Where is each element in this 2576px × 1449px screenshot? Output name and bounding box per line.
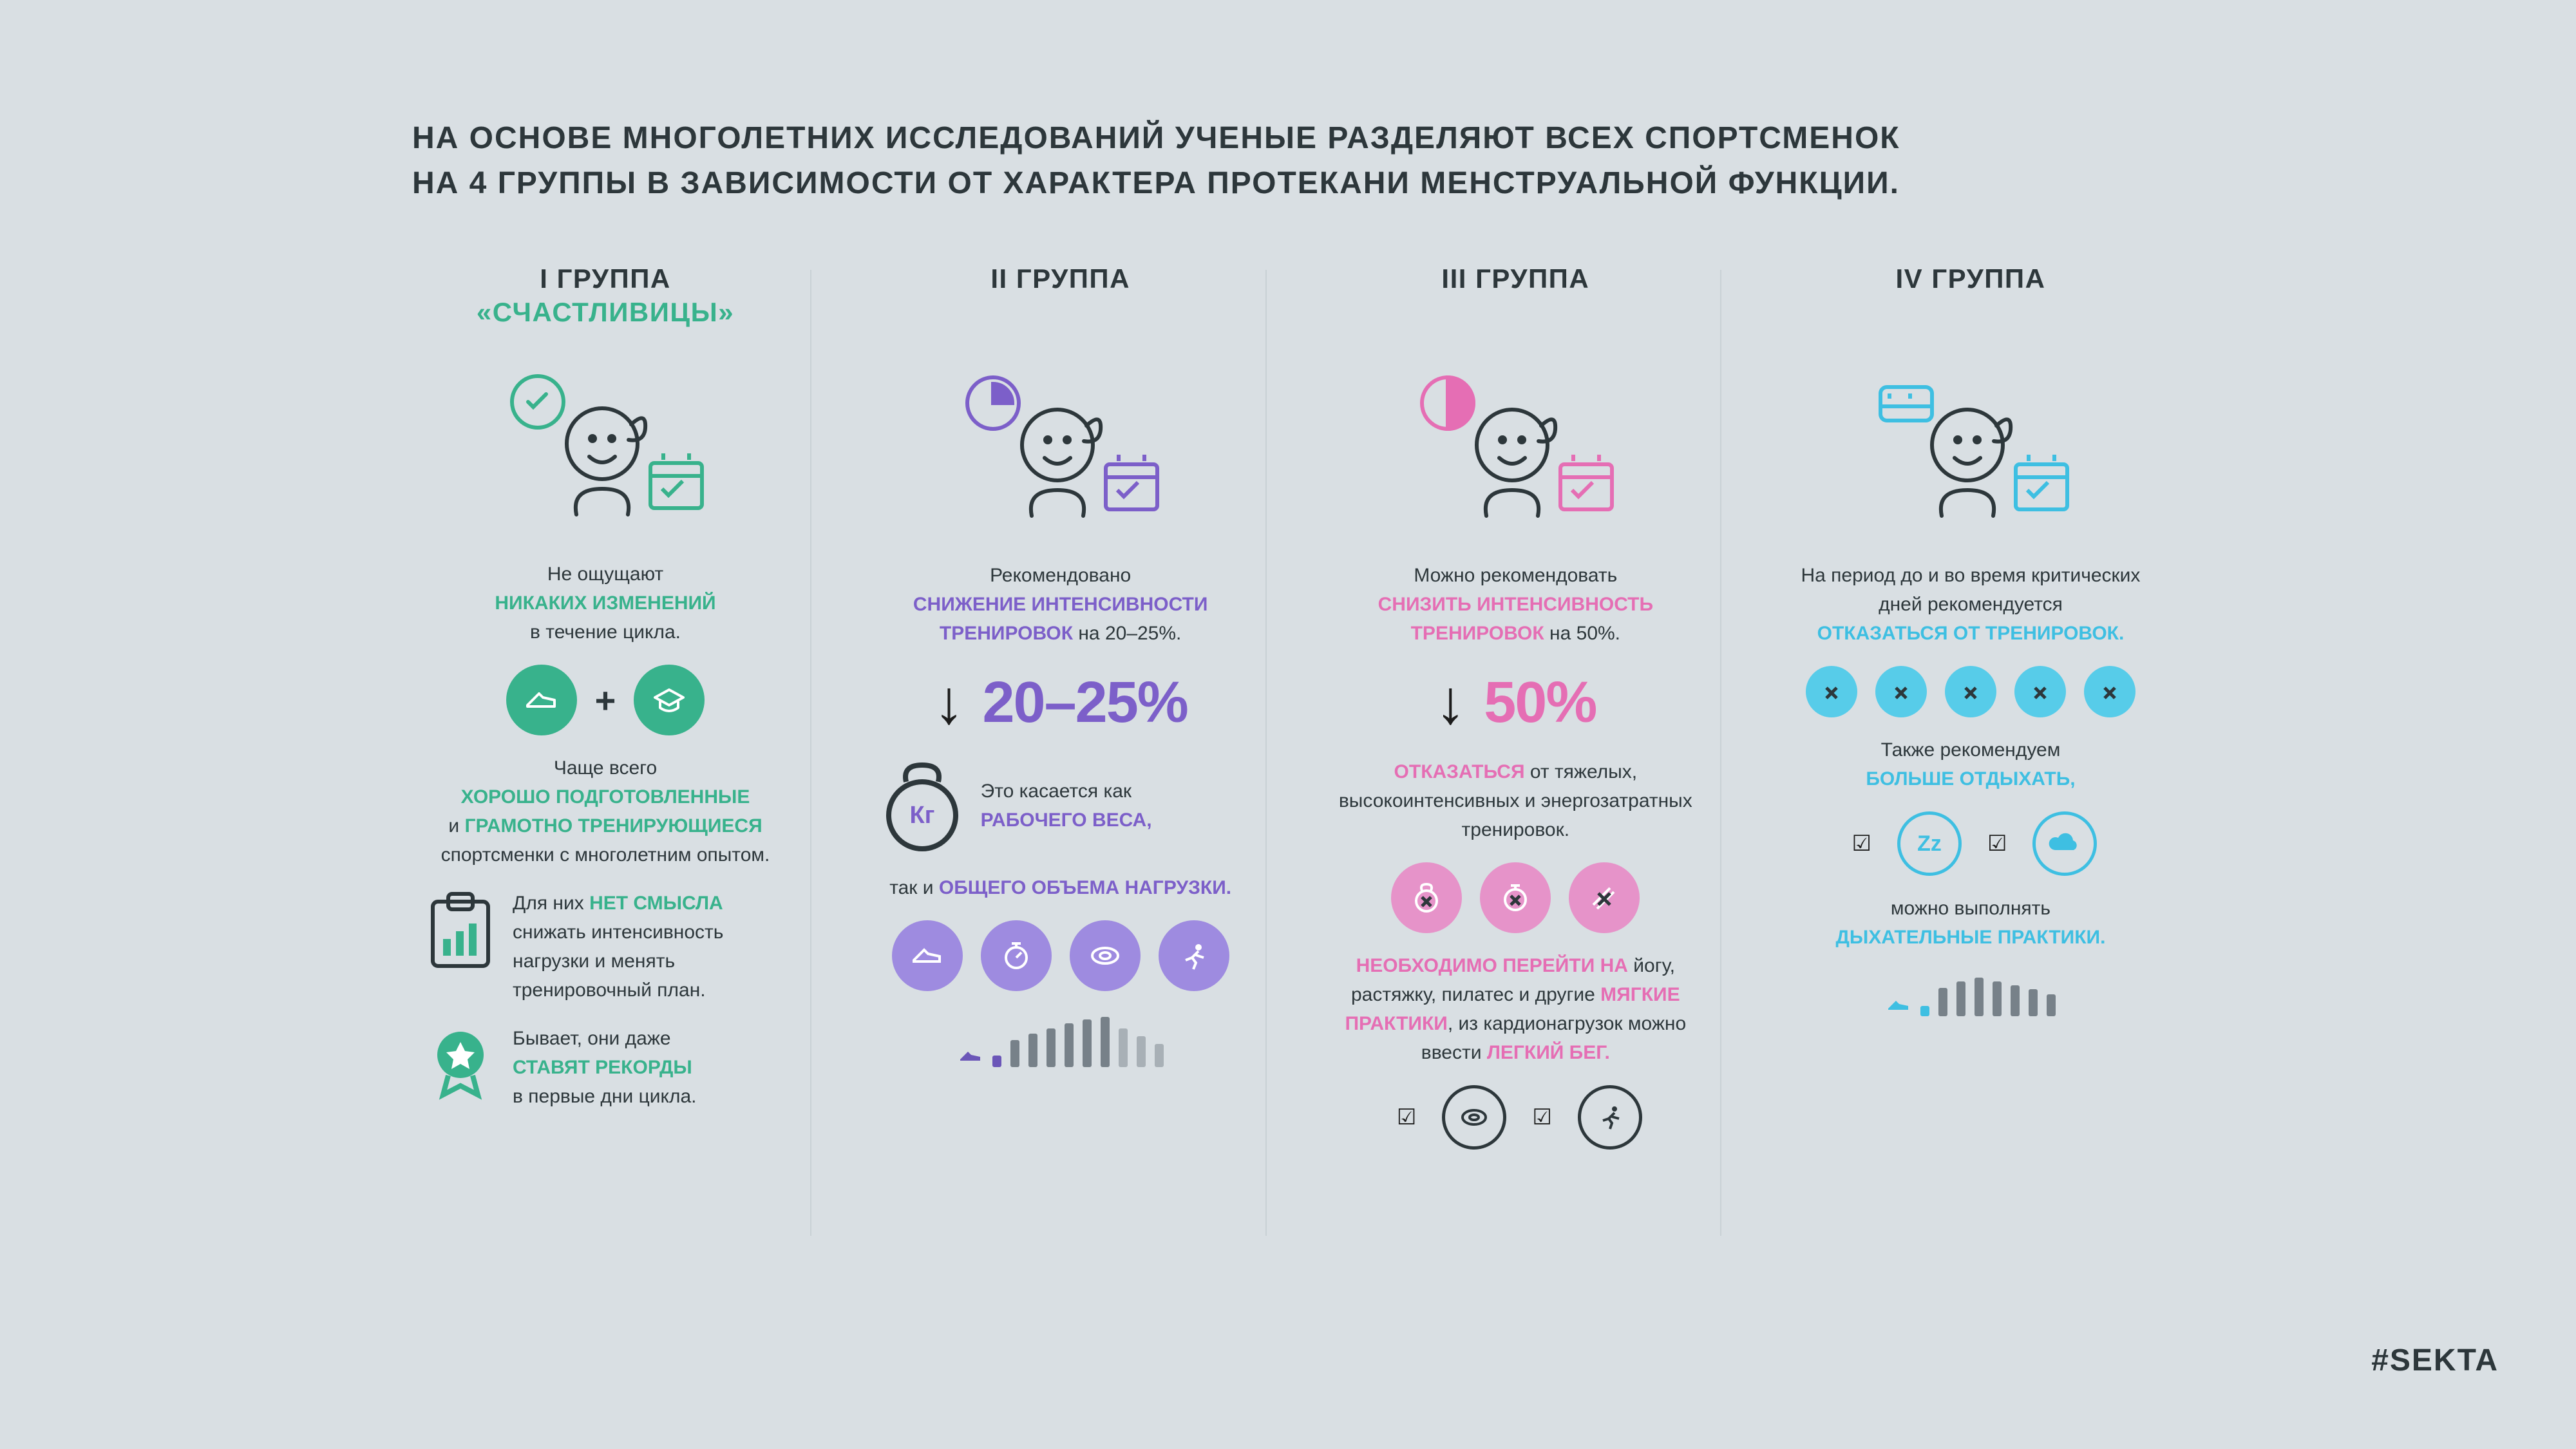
g1-box-4: Бывает, они даже СТАВЯТ РЕКОРДЫ в первые…	[425, 1024, 786, 1111]
divider	[810, 270, 811, 1236]
group-1-header: I ГРУППА	[412, 263, 799, 294]
g2-kettlebell-row: Кг Это касается как РАБОЧЕГО ВЕСА,	[880, 757, 1241, 854]
group-4-header: IV ГРУППА	[1777, 263, 2164, 294]
group-2: II ГРУППА Рекомендовано	[867, 263, 1254, 1168]
runner-icon	[1159, 920, 1229, 991]
hashtag: #SEKTA	[2371, 1343, 2499, 1378]
rope-x-icon	[1945, 666, 1996, 717]
title-line-2: НА 4 ГРУППЫ В ЗАВИСИМОСТИ ОТ ХАРАКТЕРА П…	[412, 161, 2164, 206]
woman-clock-icon	[958, 368, 1164, 535]
g3-stat: ↓ 50%	[1322, 667, 1709, 738]
kettlebell-icon: Кг	[880, 757, 964, 854]
mat-x-icon	[2014, 666, 2066, 717]
g2-bars	[867, 1017, 1254, 1067]
group-1-subheader: «СЧАСТЛИВИЦЫ»	[412, 297, 799, 328]
group-3-header: III ГРУППА	[1322, 263, 1709, 294]
g2-p1: Рекомендовано СНИЖЕНИЕ ИНТЕНСИВНОСТИ ТРЕ…	[880, 561, 1241, 648]
stopwatch-icon	[981, 920, 1052, 991]
g1-icons-1: +	[412, 665, 799, 735]
run-x-icon	[2084, 666, 2136, 717]
woman-half-icon	[1412, 368, 1618, 535]
g4-p2: Также рекомендуем БОЛЬШЕ ОТДЫХАТЬ,	[1790, 735, 2151, 793]
small-shoe-icon	[958, 1041, 983, 1067]
g3-soft-icons: ☑ ☑	[1322, 1085, 1709, 1150]
group-3: III ГРУППА Можно рекомендовать СНИЗИТЬ И…	[1322, 263, 1709, 1168]
down-arrow-icon: ↓	[934, 667, 963, 738]
g3-p1: Можно рекомендовать СНИЗИТЬ ИНТЕНСИВНОСТ…	[1335, 561, 1696, 648]
page-title: НА ОСНОВЕ МНОГОЛЕТНИХ ИССЛЕДОВАНИЙ УЧЕНЫ…	[412, 116, 2164, 205]
g1-p1: Не ощущают НИКАКИХ ИЗМЕНЕНИЙ в течение ц…	[425, 560, 786, 647]
kettle-x-icon	[1806, 666, 1857, 717]
check-icon: ☑	[1397, 1104, 1416, 1130]
g4-rest-icons: ☑ Zz ☑	[1777, 811, 2164, 876]
sleep-icon: Zz	[1897, 811, 1962, 876]
g1-box-3: Для них НЕТ СМЫСЛА снижать интенсивность…	[425, 889, 786, 1005]
g4-p3: можно выполнять ДЫХАТЕЛЬНЫЕ ПРАКТИКИ.	[1790, 894, 2151, 952]
group-3-illustration	[1322, 368, 1709, 535]
group-2-header: II ГРУППА	[867, 263, 1254, 294]
woman-bed-icon	[1868, 368, 2074, 535]
group-4-illustration	[1777, 368, 2164, 535]
woman-icon	[502, 366, 708, 534]
plus-icon: +	[595, 679, 616, 721]
kettlebell-x-icon	[1391, 862, 1462, 933]
check-icon: ☑	[1852, 831, 1871, 857]
shoe-icon	[892, 920, 963, 991]
g4-reject-icons	[1777, 666, 2164, 717]
g2-p3: так и ОБЩЕГО ОБЪЕМА НАГРУЗКИ.	[880, 873, 1241, 902]
divider	[1720, 270, 1721, 1236]
cap-icon	[634, 665, 705, 735]
runner-outline-icon	[1578, 1085, 1642, 1150]
g2-stat: ↓ 20–25%	[867, 667, 1254, 738]
group-2-illustration	[867, 368, 1254, 535]
mat-icon	[1070, 920, 1141, 991]
g4-p1: На период до и во время критических дней…	[1790, 561, 2151, 648]
divider	[1265, 270, 1267, 1236]
group-1-illustration	[412, 366, 799, 534]
g3-p3: НЕОБХОДИМО ПЕРЕЙТИ НА йогу, растяжку, пи…	[1335, 951, 1696, 1067]
g1-p2: Чаще всего ХОРОШО ПОДГОТОВЛЕННЫЕ и ГРАМО…	[425, 753, 786, 869]
stopwatch-x-icon	[1480, 862, 1551, 933]
clipboard-icon	[425, 889, 496, 972]
shoe-icon	[506, 665, 577, 735]
svg-text:Кг: Кг	[909, 802, 934, 829]
check-icon: ☑	[1987, 831, 2007, 857]
check-icon: ☑	[1532, 1104, 1551, 1130]
g4-bars	[1777, 978, 2164, 1016]
g2-icons	[867, 920, 1254, 991]
g3-reject-icons	[1322, 862, 1709, 933]
cloud-icon	[2032, 811, 2097, 876]
g3-p2: ОТКАЗАТЬСЯ от тяжелых, высокоинтенсивных…	[1335, 757, 1696, 844]
down-arrow-icon: ↓	[1435, 667, 1464, 738]
timer-x-icon	[1875, 666, 1927, 717]
rope-x-icon	[1569, 862, 1640, 933]
mat-outline-icon	[1442, 1085, 1506, 1150]
group-1: I ГРУППА «СЧАСТЛИВИЦЫ»	[412, 263, 799, 1168]
group-4: IV ГРУППА На период до и во время критич…	[1777, 263, 2164, 1168]
small-shoe-icon	[1886, 990, 1911, 1016]
medal-icon	[425, 1024, 496, 1101]
title-line-1: НА ОСНОВЕ МНОГОЛЕТНИХ ИССЛЕДОВАНИЙ УЧЕНЫ…	[412, 116, 2164, 161]
